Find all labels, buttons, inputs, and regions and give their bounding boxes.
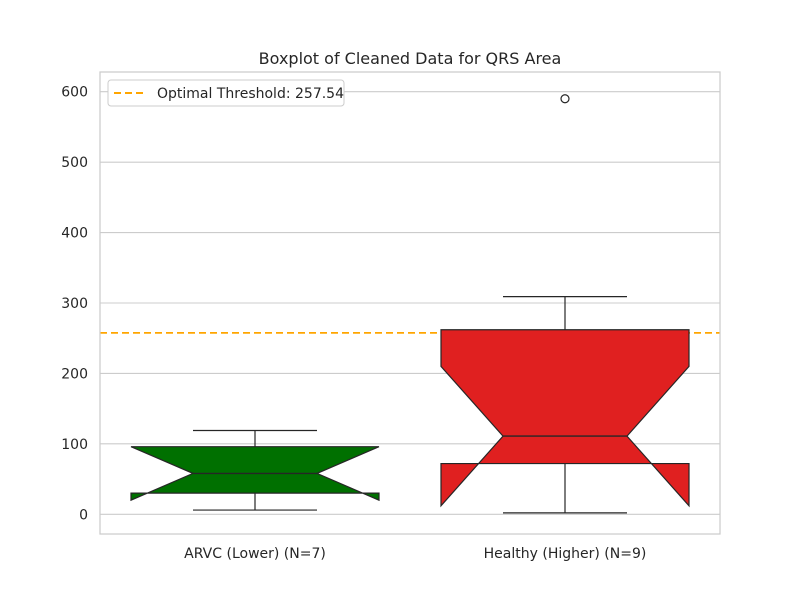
- legend-threshold-label: Optimal Threshold: 257.54: [157, 86, 344, 102]
- y-tick-labels: 0 100 200 300 400 500 600: [61, 85, 88, 524]
- y-tick-label: 500: [61, 155, 88, 171]
- x-tick-label: ARVC (Lower) (N=7): [184, 546, 326, 562]
- chart-title: Boxplot of Cleaned Data for QRS Area: [259, 49, 562, 68]
- y-tick-label: 400: [61, 226, 88, 242]
- y-tick-label: 200: [61, 366, 88, 382]
- y-tick-label: 0: [79, 507, 88, 523]
- legend: Optimal Threshold: 257.54: [107, 79, 345, 107]
- y-tick-label: 300: [61, 296, 88, 312]
- outlier-point: [560, 94, 570, 104]
- y-tick-label: 100: [61, 437, 88, 453]
- plot-frame: [99, 71, 721, 535]
- y-tick-label: 600: [61, 85, 88, 101]
- box-layer: [130, 94, 690, 514]
- legend-box: [107, 79, 345, 107]
- box-body: [440, 329, 690, 508]
- x-tick-label: Healthy (Higher) (N=9): [484, 546, 647, 562]
- x-tick-labels: ARVC (Lower) (N=7) Healthy (Higher) (N=9): [184, 546, 646, 562]
